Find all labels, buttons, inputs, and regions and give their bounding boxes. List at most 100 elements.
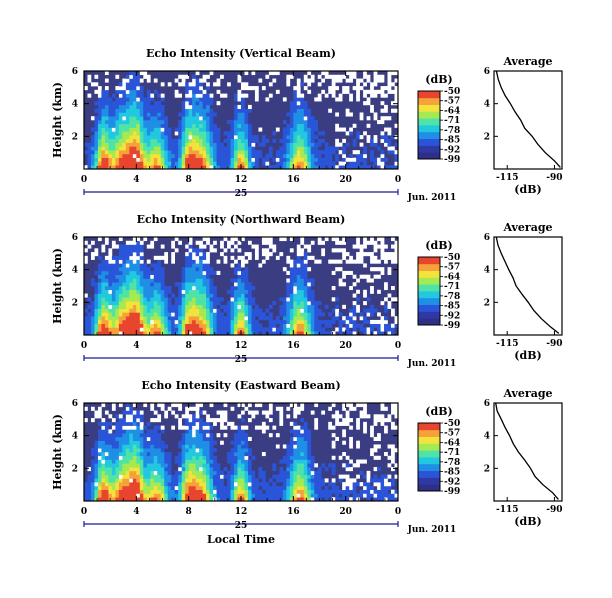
heatmap-cell [303,252,308,257]
heatmap-cell [188,301,193,306]
heatmap-cell [118,252,123,257]
heatmap-cell [157,497,162,502]
heatmap-cell [206,478,210,483]
heatmap-gap [150,244,155,249]
heatmap-gap [139,240,144,245]
heatmap-cell [300,316,305,321]
colorbar-band [418,266,440,269]
heatmap-cell [153,489,158,494]
heatmap-gap [377,244,381,249]
heatmap-gap [373,259,378,264]
colorbar-tick-label: -50 [444,253,460,263]
heatmap-cell [178,478,182,483]
heatmap-gap [237,248,242,253]
heatmap-cell [272,331,277,336]
heatmap-cell [118,282,123,287]
heatmap-cell [160,142,165,147]
heatmap-gap [97,89,102,94]
heatmap-gap [87,74,92,79]
heatmap-cell [314,153,319,158]
heatmap-gap [286,414,291,419]
heatmap-gap [227,240,231,245]
heatmap-cell [143,161,148,166]
heatmap-cell [160,301,165,306]
heatmap-cell [164,165,169,170]
heatmap-cell [108,327,113,332]
heatmap-cell [167,478,172,483]
heatmap-cell [244,157,249,162]
heatmap-cell [171,146,176,151]
heatmap-cell [289,108,294,113]
heatmap-gap [373,267,378,272]
heatmap-cell [331,489,336,494]
heatmap-cell [111,150,116,155]
heatmap-cell [286,444,291,449]
heatmap-cell [209,157,214,162]
heatmap-gap [349,444,353,449]
heatmap-cell [202,297,207,302]
heatmap-cell [115,267,120,272]
heatmap-cell [234,112,238,117]
heatmap-cell [160,478,165,483]
heatmap-cell [279,331,284,336]
heatmap-cell [241,274,245,279]
heatmap-cell [307,108,312,113]
heatmap-cell [181,316,186,321]
heatmap-cell [241,120,245,125]
heatmap-cell [220,331,224,336]
heatmap-cell [247,316,252,321]
heatmap-cell [160,150,165,155]
heatmap-cell [296,146,301,151]
heatmap-cell [321,478,326,483]
heatmap-cell [223,327,228,332]
heatmap-cell [328,153,333,158]
heatmap-gap [230,425,235,430]
heatmap-cell [237,312,242,317]
heatmap-cell [237,474,242,479]
heatmap-gap [345,131,350,136]
heatmap-cell [118,120,123,125]
heatmap-cell [331,467,336,472]
heatmap-cell [115,255,120,260]
heatmap-gap [377,436,381,441]
heatmap-cell [234,157,238,162]
x-tick-label: 12 [235,341,248,351]
heatmap-cell [213,131,217,136]
heatmap-cell [244,327,249,332]
heatmap-cell [84,319,88,324]
heatmap-cell [178,474,182,479]
heatmap-cell [136,248,141,253]
heatmap-cell [150,138,155,143]
heatmap-gap [160,403,165,408]
heatmap-cell [279,153,284,158]
profile-y-tick-label: 2 [484,298,490,308]
colorbar-tick-label: -50 [444,87,460,97]
heatmap-gap [366,123,371,128]
heatmap-gap [206,259,210,264]
heatmap-cell [108,97,113,102]
heatmap-cell [279,161,284,166]
heatmap-cell [178,493,182,498]
heatmap-cell [125,410,130,415]
profile-frame [493,236,563,336]
heatmap-gap [213,248,217,253]
heatmap-gap [230,237,235,242]
x-tick-label: 8 [186,175,192,185]
heatmap-cell [241,327,245,332]
heatmap-cell [164,157,169,162]
heatmap-cell [84,489,88,494]
heatmap-cell [342,146,346,151]
heatmap-cell [108,286,113,291]
heatmap-cell [122,312,127,317]
heatmap-cell [132,157,137,162]
heatmap-gap [296,263,301,268]
heatmap-gap [300,406,305,411]
heatmap-cell [209,455,214,460]
heatmap-cell [209,331,214,336]
heatmap-cell [199,444,203,449]
heatmap-cell [157,463,162,468]
heatmap-cell [335,157,339,162]
heatmap-cell [108,127,113,132]
heatmap-gap [157,255,162,260]
heatmap-gap [122,116,127,121]
